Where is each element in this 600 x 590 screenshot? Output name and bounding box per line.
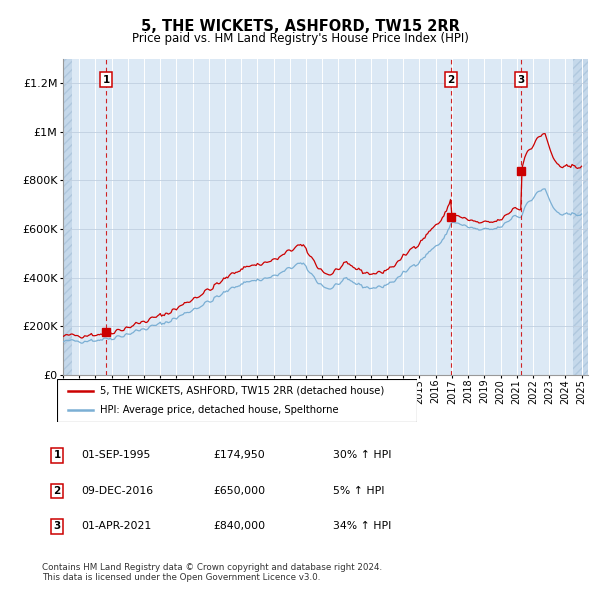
Text: HPI: Average price, detached house, Spelthorne: HPI: Average price, detached house, Spel…: [100, 405, 339, 415]
Text: £174,950: £174,950: [213, 451, 265, 460]
Text: 01-APR-2021: 01-APR-2021: [81, 522, 151, 531]
Text: 1: 1: [53, 451, 61, 460]
Text: 5% ↑ HPI: 5% ↑ HPI: [333, 486, 385, 496]
Text: 5, THE WICKETS, ASHFORD, TW15 2RR (detached house): 5, THE WICKETS, ASHFORD, TW15 2RR (detac…: [100, 386, 385, 396]
Text: Contains HM Land Registry data © Crown copyright and database right 2024.
This d: Contains HM Land Registry data © Crown c…: [42, 563, 382, 582]
Text: 01-SEP-1995: 01-SEP-1995: [81, 451, 151, 460]
Text: 2: 2: [447, 74, 455, 84]
Text: 09-DEC-2016: 09-DEC-2016: [81, 486, 153, 496]
Text: 5, THE WICKETS, ASHFORD, TW15 2RR: 5, THE WICKETS, ASHFORD, TW15 2RR: [140, 19, 460, 34]
Text: 30% ↑ HPI: 30% ↑ HPI: [333, 451, 392, 460]
Text: 1: 1: [103, 74, 110, 84]
Text: 3: 3: [517, 74, 524, 84]
Text: 34% ↑ HPI: 34% ↑ HPI: [333, 522, 391, 531]
Bar: [574, 59, 588, 375]
Text: £840,000: £840,000: [213, 522, 265, 531]
Text: £650,000: £650,000: [213, 486, 265, 496]
Text: 3: 3: [53, 522, 61, 531]
Text: Price paid vs. HM Land Registry's House Price Index (HPI): Price paid vs. HM Land Registry's House …: [131, 32, 469, 45]
Text: 2: 2: [53, 486, 61, 496]
Bar: [63, 59, 73, 375]
